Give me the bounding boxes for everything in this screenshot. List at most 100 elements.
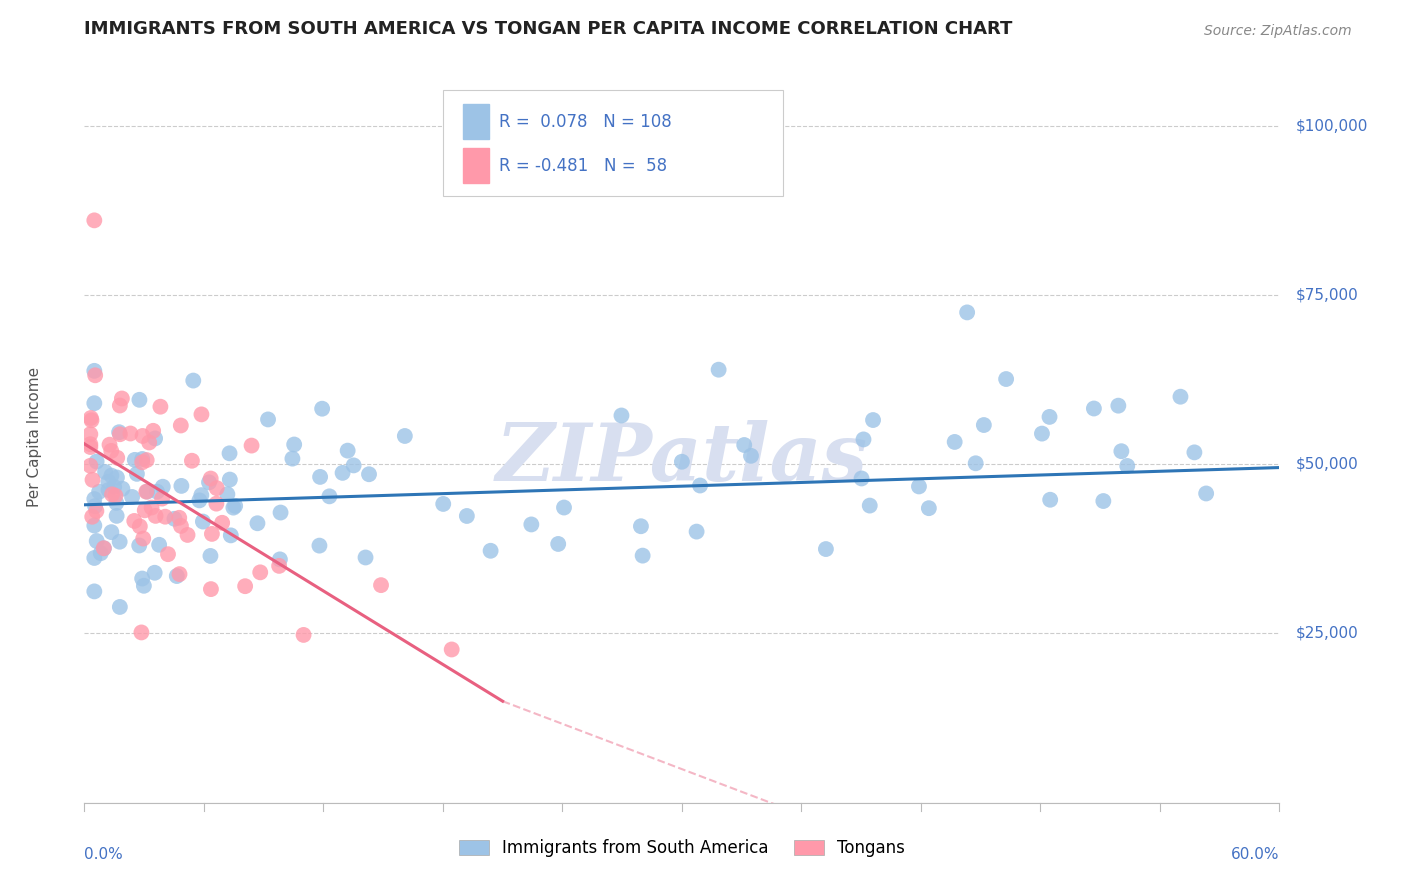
Point xyxy=(520,517,543,532)
Point xyxy=(152,480,174,494)
Point xyxy=(308,539,330,553)
Point xyxy=(80,411,103,425)
Text: Source: ZipAtlas.com: Source: ZipAtlas.com xyxy=(1204,24,1351,38)
Point xyxy=(343,458,366,473)
Point xyxy=(169,567,191,582)
Bar xyxy=(463,148,489,183)
Point xyxy=(111,392,134,406)
Point xyxy=(218,473,240,487)
Point xyxy=(101,487,124,501)
Point xyxy=(479,543,502,558)
Point xyxy=(246,516,269,531)
Point xyxy=(269,552,291,566)
Point xyxy=(97,483,120,497)
Text: R = -0.481   N =  58: R = -0.481 N = 58 xyxy=(499,157,668,175)
Point xyxy=(201,527,224,541)
Point xyxy=(132,532,155,546)
Point xyxy=(685,524,707,539)
Text: $75,000: $75,000 xyxy=(1295,287,1358,302)
Point xyxy=(128,519,150,533)
Point xyxy=(131,625,153,640)
Point xyxy=(1107,399,1129,413)
Point xyxy=(128,392,150,407)
Point xyxy=(918,501,941,516)
Point xyxy=(851,471,873,485)
Point xyxy=(354,550,377,565)
Point xyxy=(94,465,117,479)
Point xyxy=(205,497,228,511)
Point xyxy=(86,454,108,468)
Point xyxy=(100,468,122,483)
Point xyxy=(689,478,711,492)
Point xyxy=(145,508,167,523)
Point xyxy=(83,213,105,227)
Point xyxy=(456,508,478,523)
Point xyxy=(283,437,305,451)
Point xyxy=(149,400,172,414)
Point xyxy=(311,401,333,416)
Point xyxy=(105,496,128,510)
Point xyxy=(86,504,108,518)
Point xyxy=(108,399,131,413)
Point xyxy=(135,484,157,499)
Point xyxy=(128,539,150,553)
Point xyxy=(1039,492,1062,507)
Point xyxy=(181,374,204,388)
Point xyxy=(1170,390,1192,404)
Text: R =  0.078   N = 108: R = 0.078 N = 108 xyxy=(499,112,672,131)
Point xyxy=(170,418,193,433)
Point xyxy=(188,493,211,508)
Point xyxy=(630,519,652,533)
Point xyxy=(105,450,128,465)
Point xyxy=(89,484,111,499)
Point xyxy=(740,449,762,463)
Text: $25,000: $25,000 xyxy=(1295,626,1358,641)
Point xyxy=(153,509,176,524)
Text: IMMIGRANTS FROM SOUTH AMERICA VS TONGAN PER CAPITA INCOME CORRELATION CHART: IMMIGRANTS FROM SOUTH AMERICA VS TONGAN … xyxy=(84,21,1012,38)
Point xyxy=(257,412,280,426)
Point xyxy=(79,427,101,442)
Point xyxy=(432,497,454,511)
Point xyxy=(270,506,292,520)
Point xyxy=(105,470,128,484)
Point xyxy=(121,490,143,504)
Point xyxy=(148,538,170,552)
Point xyxy=(97,475,120,489)
Legend: Immigrants from South America, Tongans: Immigrants from South America, Tongans xyxy=(453,832,911,864)
Point xyxy=(336,443,359,458)
Point xyxy=(190,408,212,422)
Point xyxy=(83,364,105,378)
Point xyxy=(269,558,291,573)
Point xyxy=(103,480,125,494)
Text: 0.0%: 0.0% xyxy=(84,847,124,862)
Point xyxy=(281,451,304,466)
Point xyxy=(93,541,115,556)
Point xyxy=(181,454,204,468)
Point xyxy=(170,479,193,493)
Point xyxy=(131,429,153,443)
Point xyxy=(131,455,153,469)
Point xyxy=(108,425,131,440)
Point xyxy=(1182,445,1205,459)
Point xyxy=(83,491,105,506)
Point xyxy=(136,484,159,499)
Point xyxy=(707,362,730,376)
Point xyxy=(100,443,122,458)
Point xyxy=(240,439,263,453)
Point xyxy=(332,466,354,480)
Point xyxy=(120,426,142,441)
Point xyxy=(859,499,882,513)
Point xyxy=(1038,409,1060,424)
Point xyxy=(814,542,837,557)
Point xyxy=(156,547,179,561)
Point xyxy=(1111,444,1133,458)
Point xyxy=(198,475,221,490)
Point xyxy=(292,628,315,642)
Point xyxy=(143,432,166,446)
Point xyxy=(132,579,155,593)
Point xyxy=(83,396,105,410)
Point xyxy=(249,566,271,580)
Text: $50,000: $50,000 xyxy=(1295,457,1358,472)
Point xyxy=(82,473,104,487)
Point xyxy=(143,566,166,580)
